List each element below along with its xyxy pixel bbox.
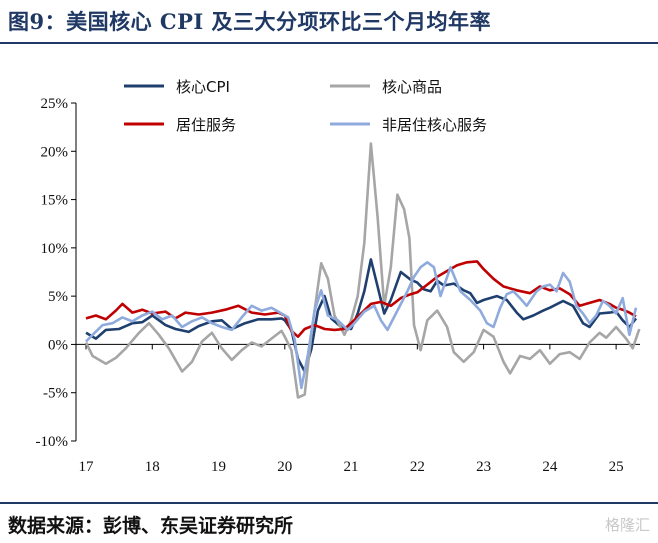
x-tick-label: 23: [476, 459, 491, 475]
legend-label-4: 非居住核心服务: [382, 116, 487, 134]
watermark: 格隆汇: [604, 516, 650, 534]
y-tick-label: 5%: [48, 289, 68, 305]
y-tick-label: 10%: [41, 241, 69, 257]
x-tick-label: 19: [211, 459, 226, 475]
legend-label-1: 核心CPI: [176, 78, 230, 96]
series-line-2: [84, 142, 641, 399]
x-tick-label: 20: [277, 459, 292, 475]
x-tick-label: 25: [609, 459, 624, 475]
series-line-4: [85, 261, 638, 390]
y-tick-label: -10%: [36, 434, 69, 450]
series-line-1: [85, 258, 638, 373]
source-note: 数据来源：彭博、东吴证券研究所: [8, 515, 294, 537]
y-tick-label: 0%: [48, 337, 68, 353]
x-tick-label: 21: [344, 459, 359, 475]
x-tick-label: 24: [542, 459, 558, 475]
y-tick-label: 25%: [41, 96, 69, 112]
figure-title: 图9：美国核心 CPI 及三大分项环比三个月均年率: [8, 9, 492, 34]
line-chart: -10% -5% 0% 5% 10% 15% 20% 25% 17 18 19 20 21 22 23 24 2…: [36, 78, 641, 475]
y-tick-label: 20%: [41, 144, 69, 160]
y-tick-label: -5%: [43, 386, 68, 402]
x-tick-label: 17: [79, 459, 95, 475]
legend-label-2: 核心商品: [382, 78, 442, 96]
title-rule: [0, 42, 658, 44]
x-tick-label: 22: [410, 459, 425, 475]
legend-label-3: 居住服务: [176, 116, 236, 134]
x-tick-label: 18: [145, 459, 160, 475]
y-tick-label: 15%: [41, 193, 69, 209]
source-rule: [0, 502, 658, 504]
